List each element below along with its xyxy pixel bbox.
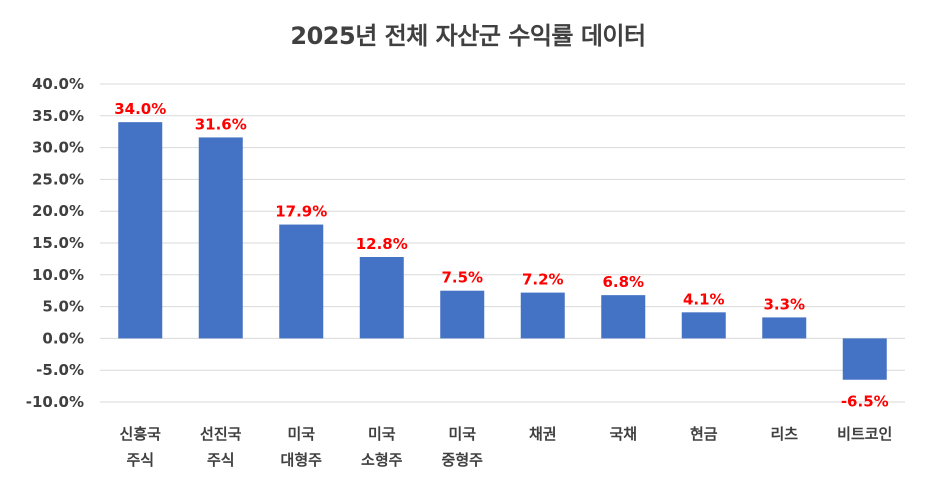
x-tick-label: 소형주 (361, 451, 403, 469)
bar (520, 292, 565, 339)
bar (359, 256, 404, 339)
y-tick-label: 40.0% (32, 75, 84, 93)
x-tick-label: 채권 (529, 425, 557, 443)
data-label: 31.6% (195, 115, 247, 133)
chart-title: 2025년 전체 자산군 수익률 데이터 (290, 22, 646, 50)
y-tick-label: -10.0% (26, 393, 84, 411)
bars (118, 122, 887, 380)
x-tick-label: 대형주 (281, 451, 323, 469)
data-label: 7.2% (522, 271, 564, 289)
y-tick-label: 25.0% (32, 170, 84, 188)
y-tick-label: 0.0% (42, 329, 84, 347)
x-tick-label: 신흥국 (120, 425, 162, 443)
data-label: 6.8% (602, 273, 644, 291)
x-tick-label: 현금 (690, 425, 718, 443)
y-tick-label: 5.0% (42, 298, 84, 316)
y-tick-label: 15.0% (32, 234, 84, 252)
y-tick-label: 10.0% (32, 266, 84, 284)
y-tick-label: 20.0% (32, 202, 84, 220)
bar (118, 122, 163, 339)
data-label: 34.0% (114, 100, 166, 118)
x-tick-label: 미국 (368, 425, 396, 443)
x-tick-label: 리츠 (770, 425, 798, 443)
data-labels: 34.0% 31.6% 17.9% 12.8% 7.5% 7.2% 6.8% 4.1% 3.3%… (114, 100, 888, 411)
bar (279, 224, 324, 339)
x-tick-label: 국채 (609, 425, 637, 443)
y-tick-label: 30.0% (32, 139, 84, 157)
data-label: 17.9% (275, 203, 327, 221)
x-tick-label: 미국 (287, 425, 315, 443)
y-tick-label: -5.0% (36, 361, 84, 379)
x-tick-label: 중형주 (442, 451, 484, 469)
bar (762, 317, 807, 339)
bar (601, 295, 646, 339)
data-label: 3.3% (763, 295, 805, 313)
data-label: -6.5% (841, 393, 889, 411)
y-tick-label: 35.0% (32, 107, 84, 125)
x-tick-label: 주식 (207, 451, 235, 469)
y-axis-ticks: 40.0% 35.0% 30.0% 25.0% 20.0% 15.0% 10.0% 5.0% 0… (26, 75, 84, 411)
bar (842, 338, 887, 380)
x-tick-label: 주식 (126, 451, 154, 469)
data-label: 7.5% (441, 269, 483, 287)
x-tick-label: 비트코인 (837, 425, 892, 443)
bar (681, 312, 726, 339)
data-label: 4.1% (683, 290, 725, 308)
data-label: 12.8% (356, 235, 408, 253)
x-tick-label: 미국 (448, 425, 476, 443)
bar (198, 137, 243, 339)
x-tick-label: 선진국 (200, 425, 242, 443)
bar (440, 290, 485, 339)
